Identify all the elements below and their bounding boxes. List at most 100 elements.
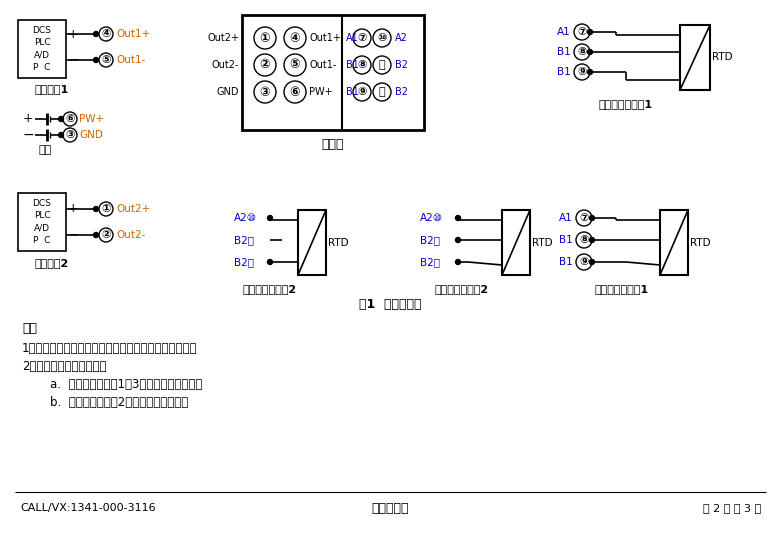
Text: ④: ④ <box>102 29 111 39</box>
Text: 三线热电阻输入1: 三线热电阻输入1 <box>599 99 653 109</box>
Text: CALL/VX:1341-000-3116: CALL/VX:1341-000-3116 <box>20 503 155 513</box>
Text: +: + <box>68 27 79 40</box>
Circle shape <box>99 202 113 216</box>
Text: −: − <box>68 228 80 242</box>
Text: DCS
PLC
A/D
P  C: DCS PLC A/D P C <box>33 26 52 72</box>
Text: Out2-: Out2- <box>116 230 145 240</box>
Circle shape <box>284 27 306 49</box>
Text: +: + <box>23 112 34 126</box>
Text: 三线热电阻输入2: 三线热电阻输入2 <box>435 284 489 294</box>
Text: ①: ① <box>260 32 270 45</box>
Text: 深圳晨安瑞: 深圳晨安瑞 <box>371 502 408 514</box>
Circle shape <box>99 27 113 41</box>
Circle shape <box>587 30 593 34</box>
Text: ⑨: ⑨ <box>580 257 589 267</box>
Circle shape <box>455 215 461 221</box>
Text: ③: ③ <box>66 130 75 140</box>
Text: ①: ① <box>102 204 111 214</box>
Text: ⑧: ⑧ <box>580 235 589 245</box>
Text: 电源: 电源 <box>38 145 52 155</box>
Text: 两线热电阻输入1: 两线热电阻输入1 <box>595 284 649 294</box>
Circle shape <box>576 210 592 226</box>
Text: RTD: RTD <box>712 53 733 62</box>
Circle shape <box>63 112 77 126</box>
Circle shape <box>59 117 63 121</box>
Circle shape <box>254 27 276 49</box>
Circle shape <box>94 57 98 62</box>
Text: B2⑫: B2⑫ <box>420 257 440 267</box>
Text: ⑤: ⑤ <box>290 59 301 71</box>
Text: A1: A1 <box>558 27 571 37</box>
Circle shape <box>99 228 113 242</box>
Text: GND: GND <box>79 130 103 140</box>
Bar <box>18 193 66 251</box>
Text: ⑥: ⑥ <box>290 85 301 98</box>
Text: B1: B1 <box>558 47 571 57</box>
Text: DCS
PLC
A/D
P  C: DCS PLC A/D P C <box>33 199 52 245</box>
Text: A1: A1 <box>559 213 573 223</box>
Text: ⑦: ⑦ <box>580 213 589 223</box>
Text: A2⑩: A2⑩ <box>420 213 443 223</box>
Bar <box>502 210 530 275</box>
Circle shape <box>574 64 590 80</box>
Text: B2⑫: B2⑫ <box>234 257 254 267</box>
Circle shape <box>590 259 594 265</box>
Circle shape <box>590 237 594 243</box>
Circle shape <box>284 54 306 76</box>
Circle shape <box>574 24 590 40</box>
Circle shape <box>353 56 371 74</box>
Circle shape <box>94 207 98 212</box>
Bar <box>680 25 710 90</box>
Text: Out1-: Out1- <box>116 55 145 65</box>
Text: 信号输出1: 信号输出1 <box>35 84 70 94</box>
Text: A2: A2 <box>395 33 408 43</box>
Text: ③: ③ <box>260 85 270 98</box>
Text: ⑨: ⑨ <box>358 87 367 97</box>
Text: Out1+: Out1+ <box>116 29 150 39</box>
Text: B2: B2 <box>395 87 408 97</box>
Text: 图1  模块接线图: 图1 模块接线图 <box>358 299 421 311</box>
Text: B1: B1 <box>559 235 573 245</box>
Text: 第 2 页 共 3 页: 第 2 页 共 3 页 <box>703 503 761 513</box>
Text: A2⑩: A2⑩ <box>234 213 257 223</box>
Circle shape <box>373 56 391 74</box>
Text: Out2+: Out2+ <box>207 33 239 43</box>
Text: ⑤: ⑤ <box>102 55 111 65</box>
Text: PW+: PW+ <box>309 87 333 97</box>
Text: B1: B1 <box>346 60 359 70</box>
Bar <box>660 210 688 275</box>
Text: Out2-: Out2- <box>212 60 239 70</box>
Circle shape <box>590 215 594 221</box>
Circle shape <box>574 44 590 60</box>
Text: −: − <box>68 53 80 67</box>
Bar <box>242 15 424 130</box>
Circle shape <box>576 232 592 248</box>
Circle shape <box>455 237 461 243</box>
Text: 注：: 注： <box>22 322 37 335</box>
Circle shape <box>587 49 593 54</box>
Text: ⑩: ⑩ <box>377 33 387 43</box>
Circle shape <box>268 215 273 221</box>
Text: +: + <box>68 202 79 215</box>
Text: ②: ② <box>102 230 111 240</box>
Text: −: − <box>23 128 34 142</box>
Text: ⑧: ⑧ <box>358 60 367 70</box>
Circle shape <box>455 259 461 265</box>
Text: 顶视图: 顶视图 <box>322 137 344 150</box>
Text: B1: B1 <box>346 87 359 97</box>
Text: B1: B1 <box>558 67 571 77</box>
Text: Out2+: Out2+ <box>116 204 150 214</box>
Text: B2: B2 <box>395 60 408 70</box>
Circle shape <box>284 81 306 103</box>
Text: ⑦: ⑦ <box>358 33 367 43</box>
Circle shape <box>94 233 98 237</box>
Text: RTD: RTD <box>532 237 553 248</box>
Text: GND: GND <box>216 87 239 97</box>
Text: ④: ④ <box>290 32 301 45</box>
Circle shape <box>373 29 391 47</box>
Text: B2⑪: B2⑪ <box>420 235 440 245</box>
Text: Out1-: Out1- <box>309 60 337 70</box>
Text: 信号输出2: 信号输出2 <box>35 258 70 268</box>
Text: b.  输出最小值：与2脚相连的导线断线。: b. 输出最小值：与2脚相连的导线断线。 <box>50 396 188 410</box>
Circle shape <box>373 83 391 101</box>
